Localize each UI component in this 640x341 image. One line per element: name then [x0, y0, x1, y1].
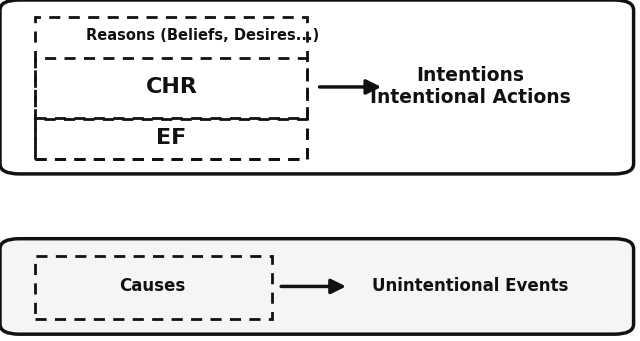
Text: Intentions
Intentional Actions: Intentions Intentional Actions	[370, 66, 571, 107]
Bar	[35, 119, 307, 159]
Text: Reasons (Beliefs, Desires...): Reasons (Beliefs, Desires...)	[86, 28, 319, 43]
Bar	[35, 17, 307, 159]
Text: Causes: Causes	[119, 278, 186, 295]
Text: EF: EF	[156, 128, 187, 148]
FancyBboxPatch shape	[0, 239, 634, 334]
Bar	[35, 256, 272, 319]
FancyBboxPatch shape	[0, 0, 634, 174]
Text: CHR: CHR	[145, 77, 198, 97]
Bar	[35, 58, 307, 118]
Text: Unintentional Events: Unintentional Events	[372, 278, 568, 295]
